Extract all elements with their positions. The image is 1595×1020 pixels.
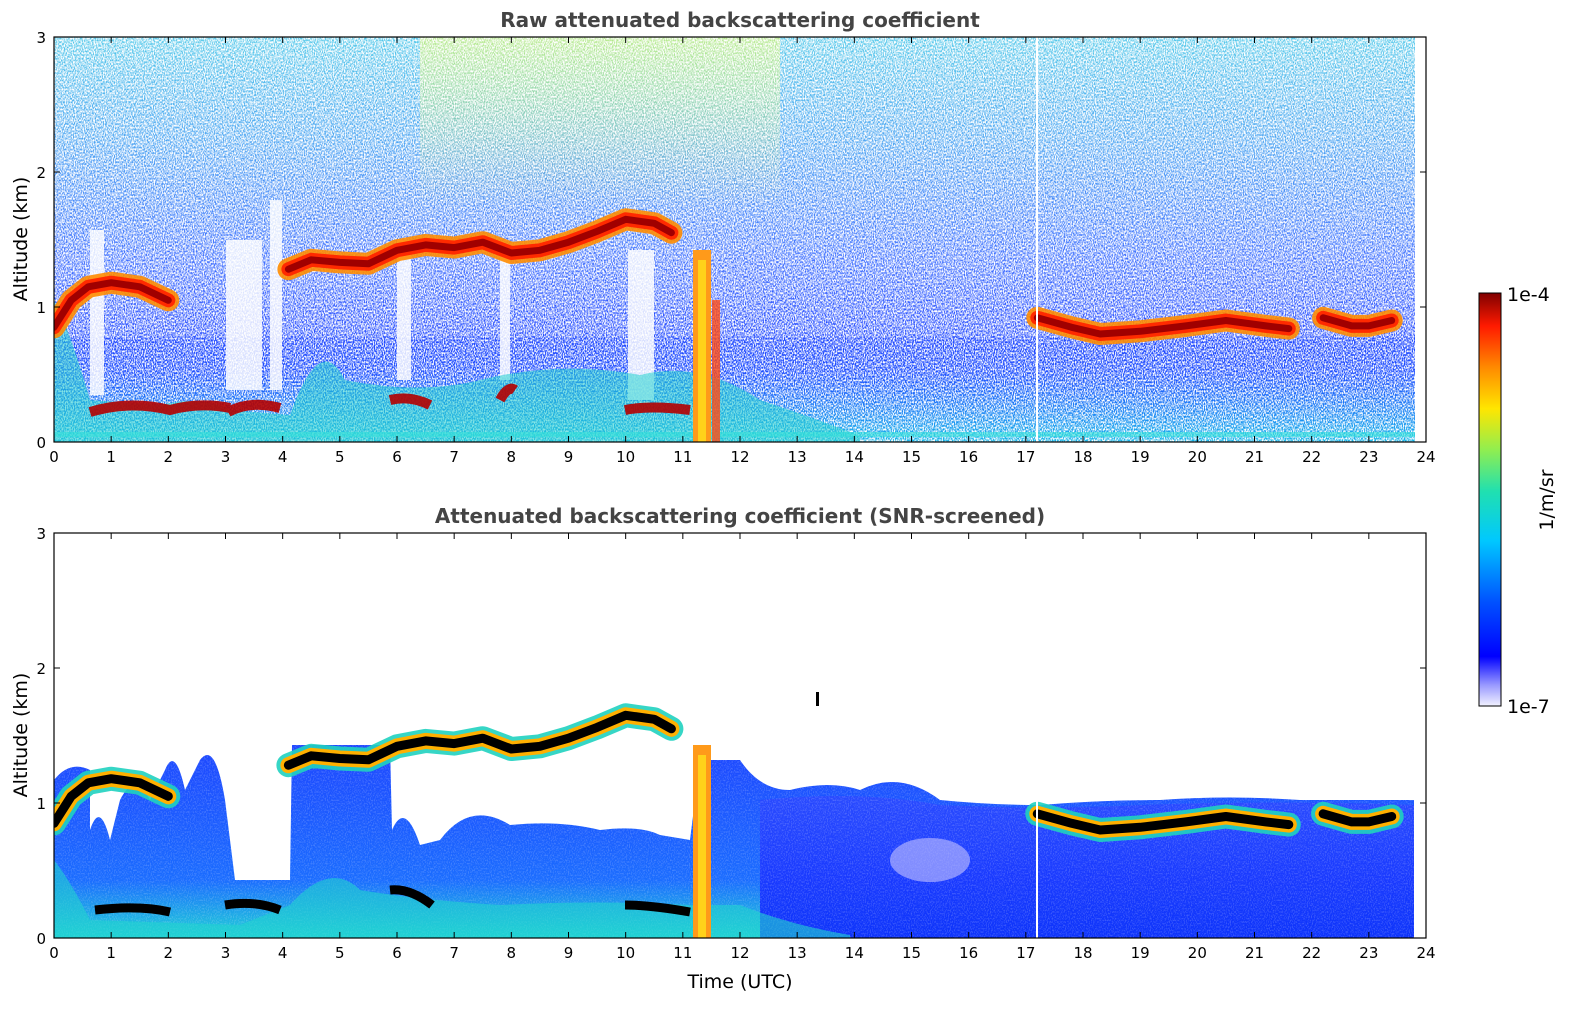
screened-x-tick-label: 0	[49, 944, 59, 962]
cloud-layer-3	[1318, 809, 1397, 827]
raw-panel-y-axis: 0 1 2 3	[36, 29, 1426, 452]
cloud-layer-1	[283, 710, 676, 770]
raw-x-tick-label: 18	[1073, 448, 1092, 466]
screened-x-tick-label: 12	[730, 944, 749, 962]
screened-panel-ylabel: Altitude (km)	[10, 673, 32, 798]
raw-x-tick-label: 11	[673, 448, 692, 466]
cloud-layer-2	[1033, 314, 1293, 338]
screened-x-tick-label: 15	[902, 944, 921, 962]
screened-x-tick-label: 6	[392, 944, 402, 962]
raw-x-tick-label: 9	[564, 448, 574, 466]
screened-backscatter-panel: Attenuated backscattering coefficient (S…	[10, 504, 1436, 993]
screened-x-tick-label: 14	[845, 944, 864, 962]
screened-y-tick-label: 1	[36, 795, 46, 813]
screened-x-tick-label: 18	[1073, 944, 1092, 962]
raw-x-tick-label: 22	[1302, 448, 1321, 466]
raw-y-tick-label: 3	[36, 29, 46, 47]
colorbar-min-label: 1e-7	[1507, 696, 1550, 718]
raw-x-tick-label: 24	[1416, 448, 1435, 466]
raw-x-tick-label: 20	[1188, 448, 1207, 466]
raw-x-tick-label: 0	[49, 448, 59, 466]
screened-panel-x-axis: 0 1 2 3 4 5 6 7 8 9 10 11 12 13 14 15 16 17 18 19 20 21 22 23 24	[49, 533, 1436, 962]
screened-panel-xlabel: Time (UTC)	[686, 971, 792, 993]
raw-x-tick-label: 6	[392, 448, 402, 466]
raw-x-tick-label: 23	[1359, 448, 1378, 466]
screened-backscatter-heatmap	[54, 533, 1426, 938]
screened-x-tick-label: 22	[1302, 944, 1321, 962]
raw-x-tick-label: 2	[164, 448, 174, 466]
screened-x-tick-label: 21	[1245, 944, 1264, 962]
screened-x-tick-label: 10	[616, 944, 635, 962]
screened-x-tick-label: 20	[1188, 944, 1207, 962]
raw-x-tick-label: 12	[730, 448, 749, 466]
raw-x-tick-label: 8	[507, 448, 517, 466]
cloud-layer-0	[54, 279, 172, 331]
colorbar: 1e-4 1e-7 1/m/sr	[1478, 284, 1558, 718]
screened-x-tick-label: 24	[1416, 944, 1435, 962]
screened-x-tick-label: 4	[278, 944, 288, 962]
raw-x-tick-label: 10	[616, 448, 635, 466]
raw-x-tick-label: 4	[278, 448, 288, 466]
screened-y-tick-label: 3	[36, 525, 46, 543]
cloud-layer-2	[1032, 809, 1294, 835]
screened-panel-y-axis: 0 1 2 3	[36, 525, 1426, 948]
colorbar-gradient	[1478, 292, 1502, 707]
screened-x-tick-label: 1	[106, 944, 116, 962]
raw-x-tick-label: 16	[959, 448, 978, 466]
cloud-layer-1	[284, 215, 675, 273]
screened-panel-title: Attenuated backscattering coefficient (S…	[435, 504, 1045, 528]
raw-x-tick-label: 14	[845, 448, 864, 466]
raw-y-tick-label: 1	[36, 299, 46, 317]
cloud-layer-3	[1319, 314, 1396, 330]
raw-x-tick-label: 7	[449, 448, 459, 466]
screened-x-tick-label: 11	[673, 944, 692, 962]
screened-x-tick-label: 7	[449, 944, 459, 962]
raw-x-tick-label: 5	[335, 448, 345, 466]
screened-y-tick-label: 0	[36, 930, 46, 948]
cloud-layer-0	[54, 774, 173, 828]
screened-x-tick-label: 17	[1016, 944, 1035, 962]
raw-y-tick-label: 2	[36, 164, 46, 182]
colorbar-max-label: 1e-4	[1507, 284, 1550, 306]
raw-backscatter-heatmap	[54, 37, 1415, 442]
raw-x-tick-label: 19	[1131, 448, 1150, 466]
screened-x-tick-label: 16	[959, 944, 978, 962]
raw-x-tick-label: 15	[902, 448, 921, 466]
raw-panel-ylabel: Altitude (km)	[10, 177, 32, 302]
screened-x-tick-label: 8	[507, 944, 517, 962]
screened-x-tick-label: 19	[1131, 944, 1150, 962]
raw-x-tick-label: 13	[788, 448, 807, 466]
screened-x-tick-label: 23	[1359, 944, 1378, 962]
colorbar-unit-label: 1/m/sr	[1536, 469, 1558, 530]
screened-x-tick-label: 13	[788, 944, 807, 962]
raw-backscatter-panel: Raw attenuated backscattering coefficien…	[10, 8, 1436, 466]
raw-x-tick-label: 3	[221, 448, 231, 466]
raw-panel-x-axis: 0 1 2 3 4 5 6 7 8 9 10 11 12 13 14 15 16 17 18 19 20 21 22 23 24	[49, 37, 1436, 466]
raw-panel-title: Raw attenuated backscattering coefficien…	[500, 8, 980, 32]
screened-x-tick-label: 9	[564, 944, 574, 962]
raw-x-tick-label: 21	[1245, 448, 1264, 466]
raw-x-tick-label: 17	[1016, 448, 1035, 466]
raw-y-tick-label: 0	[36, 434, 46, 452]
screened-x-tick-label: 2	[164, 944, 174, 962]
raw-x-tick-label: 1	[106, 448, 116, 466]
screened-x-tick-label: 5	[335, 944, 345, 962]
screened-y-tick-label: 2	[36, 660, 46, 678]
screened-x-tick-label: 3	[221, 944, 231, 962]
